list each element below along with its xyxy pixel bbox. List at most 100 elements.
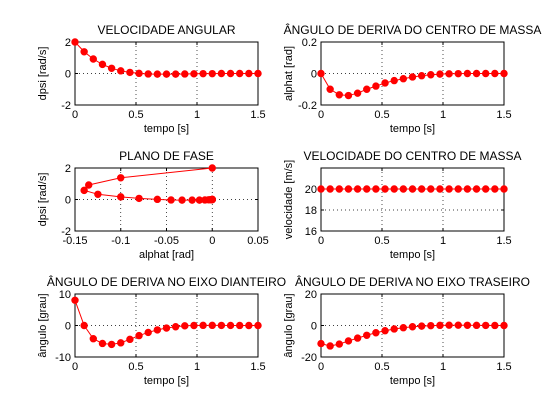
data-point — [445, 185, 453, 193]
x-tick-label: 1 — [440, 361, 446, 373]
data-point — [117, 193, 125, 201]
data-point — [153, 70, 162, 78]
data-point — [236, 321, 244, 330]
x-tick-label: 0 — [318, 109, 324, 121]
y-tick-label: 18 — [305, 205, 317, 217]
y-axis-label: dpsi [rad/s] — [37, 173, 49, 227]
data-point — [317, 185, 325, 193]
data-point — [381, 326, 389, 335]
y-tick-label: 0 — [65, 69, 71, 81]
data-point — [226, 321, 235, 330]
data-point — [463, 185, 472, 193]
data-point — [153, 326, 162, 334]
data-point — [89, 55, 98, 63]
x-tick-label: -0.1 — [111, 235, 130, 247]
data-point — [162, 70, 171, 78]
x-tick-label: 1 — [194, 361, 200, 373]
data-point — [463, 321, 472, 329]
data-point — [171, 70, 180, 78]
data-point — [153, 195, 162, 204]
y-tick-label: 2 — [65, 37, 71, 49]
data-point — [236, 69, 244, 78]
data-point — [245, 69, 253, 78]
chart-title: ÂNGULO DE DERIVA NO EIXO DIANTEIRO — [47, 274, 286, 289]
data-point — [317, 339, 325, 348]
y-tick-label: 0 — [311, 321, 317, 333]
y-axis-label: alphat [rad] — [283, 46, 295, 101]
data-point — [353, 334, 362, 342]
x-tick-label: 0 — [318, 235, 324, 247]
y-axis-label: ângulo [grau] — [283, 293, 295, 357]
data-point — [353, 89, 362, 97]
data-point — [94, 190, 102, 199]
data-point — [208, 321, 216, 330]
data-point — [344, 91, 353, 100]
data-point — [381, 185, 389, 193]
data-point — [226, 69, 235, 78]
data-point — [71, 38, 79, 46]
data-point — [199, 321, 207, 330]
data-point — [427, 185, 435, 193]
x-tick-label: 1.5 — [250, 109, 265, 121]
chart-title: ÂNGULO DE DERIVA DO CENTRO DE MASSA — [284, 22, 542, 37]
data-point — [89, 335, 98, 343]
subplot-4: 0 0.5 1 1.5 16 18 20 VELOCIDADE DO CENTRO DE MA… — [283, 149, 522, 261]
data-point — [436, 321, 444, 330]
data-point — [98, 339, 107, 348]
data-point — [181, 70, 189, 78]
data-point — [335, 340, 343, 348]
data-point — [500, 69, 508, 78]
data-point — [408, 323, 417, 331]
data-point — [454, 321, 462, 329]
data-point — [80, 48, 88, 56]
data-point — [117, 174, 125, 182]
data-point — [144, 328, 152, 337]
data-point — [190, 70, 198, 78]
y-tick-label: 20 — [305, 289, 317, 301]
x-tick-label: -0.15 — [62, 235, 87, 247]
data-point — [482, 321, 490, 330]
data-point — [80, 186, 88, 195]
data-point — [254, 69, 262, 78]
data-point — [217, 321, 226, 330]
y-axis-label: dpsi [rad/s] — [37, 47, 49, 101]
y-tick-label: 20 — [305, 184, 317, 196]
data-point — [372, 82, 380, 90]
x-axis-label: alphat [rad] — [139, 249, 194, 261]
data-point — [482, 69, 490, 78]
data-point — [117, 67, 125, 75]
data-point — [107, 340, 116, 349]
data-point — [399, 74, 408, 83]
x-tick-label: 1.5 — [496, 361, 511, 373]
data-point — [188, 196, 196, 204]
data-point — [390, 76, 398, 85]
data-point — [445, 70, 453, 78]
chart-title: ÂNGULO DE DERIVA NO EIXO TRASEIRO — [295, 274, 530, 289]
x-tick-label: 0 — [318, 361, 324, 373]
x-tick-label: 1 — [440, 235, 446, 247]
data-point — [167, 196, 175, 204]
data-point — [217, 69, 226, 78]
data-point — [472, 69, 481, 78]
data-point — [178, 196, 186, 204]
x-tick-label: 0.05 — [247, 235, 268, 247]
data-point — [190, 321, 198, 330]
data-point — [372, 185, 380, 193]
data-point — [181, 322, 189, 330]
data-point — [208, 69, 216, 78]
data-point — [390, 185, 398, 193]
data-point — [427, 71, 435, 79]
data-point — [317, 69, 325, 78]
data-point — [135, 331, 143, 340]
y-tick-label: -2 — [61, 100, 71, 112]
data-point — [144, 70, 152, 78]
data-point — [245, 321, 253, 330]
data-point — [372, 329, 380, 337]
x-tick-label: 0 — [72, 109, 78, 121]
subplot-3: -0.15 -0.1 -0.05 0 0.05 -2 0 2 PLANO DE FASE alph… — [37, 149, 269, 261]
data-point — [436, 185, 444, 193]
x-axis-label: tempo [s] — [390, 375, 435, 387]
